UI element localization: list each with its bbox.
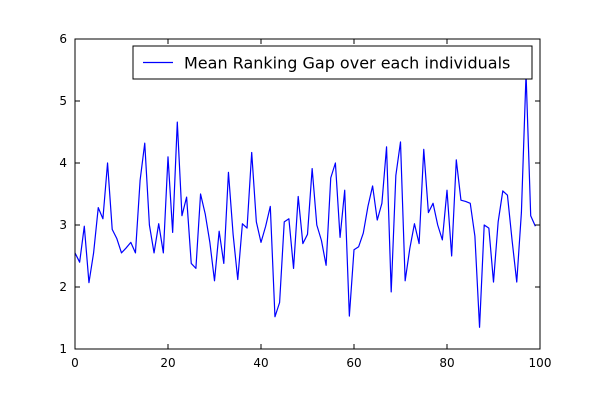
x-tick-label: 100 [529,356,552,370]
x-tick-label: 60 [346,356,361,370]
y-tick-label: 5 [59,94,67,108]
y-tick-label: 6 [59,32,67,46]
axes-frame [74,38,541,350]
y-tick-label: 3 [59,218,67,232]
x-tick-label: 20 [160,356,175,370]
y-tick-label: 4 [59,156,67,170]
y-tick-label: 1 [59,342,67,356]
plot-area [74,73,536,328]
x-tick-label: 40 [253,356,268,370]
legend: Mean Ranking Gap over each individuals [132,45,533,80]
series-line-0 [74,73,536,328]
y-tick-label: 2 [59,280,67,294]
x-tick-label: 80 [439,356,454,370]
x-tick-label: 0 [71,356,79,370]
legend-box [132,45,533,80]
legend-label: Mean Ranking Gap over each individuals [184,54,510,73]
